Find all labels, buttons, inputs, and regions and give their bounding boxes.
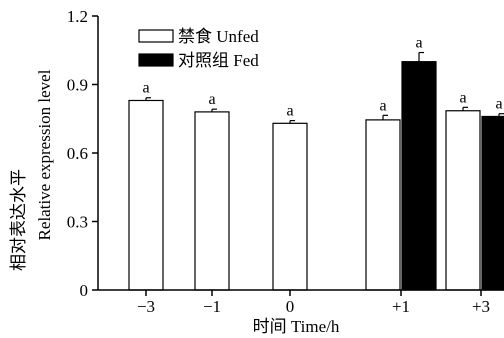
y-tick-label: 0.6	[67, 144, 88, 163]
y-tick-label: 0.3	[67, 213, 88, 232]
legend-label-unfed: 禁食 Unfed	[178, 27, 259, 46]
y-axis-title-cn: 相对表达水平	[9, 169, 28, 271]
legend-label-fed: 对照组 Fed	[178, 51, 259, 70]
significance-label: a	[495, 96, 502, 113]
significance-label: a	[286, 103, 293, 120]
bar-unfed	[365, 119, 401, 291]
legend: 禁食 Unfed 对照组 Fed	[138, 27, 259, 70]
error-bars-group	[145, 51, 504, 124]
x-tick-label: +3	[472, 297, 490, 316]
bar-unfed	[445, 110, 481, 291]
legend-swatch-fed	[138, 53, 174, 67]
x-axis-title: 时间 Time/h	[253, 317, 340, 336]
significance-label: a	[459, 89, 466, 106]
y-axis-title-en: Relative expression level	[35, 69, 54, 240]
x-tick-label: 0	[286, 297, 295, 316]
bar-fed	[401, 61, 437, 291]
significance-label: a	[208, 91, 215, 108]
legend-swatch-unfed	[138, 29, 174, 43]
bar-unfed	[194, 111, 230, 291]
x-tick-label: −3	[137, 297, 155, 316]
significance-label: a	[379, 97, 386, 114]
axis-ticks: 0 0.3 0.6 0.9 1.2 −3 −1 0 +1 +3	[67, 7, 490, 316]
y-tick-label: 0	[80, 281, 89, 300]
y-tick-label: 1.2	[67, 7, 88, 26]
significance-label: a	[142, 80, 149, 97]
bar-unfed	[128, 99, 164, 291]
x-tick-label: −1	[203, 297, 221, 316]
bar-unfed	[272, 122, 308, 291]
x-tick-label: +1	[392, 297, 410, 316]
bar-fed	[481, 115, 504, 291]
significance-label: a	[415, 35, 422, 52]
y-tick-label: 0.9	[67, 76, 88, 95]
bars-group	[128, 61, 504, 291]
significance-labels-group: a a a a a a a	[142, 35, 502, 120]
